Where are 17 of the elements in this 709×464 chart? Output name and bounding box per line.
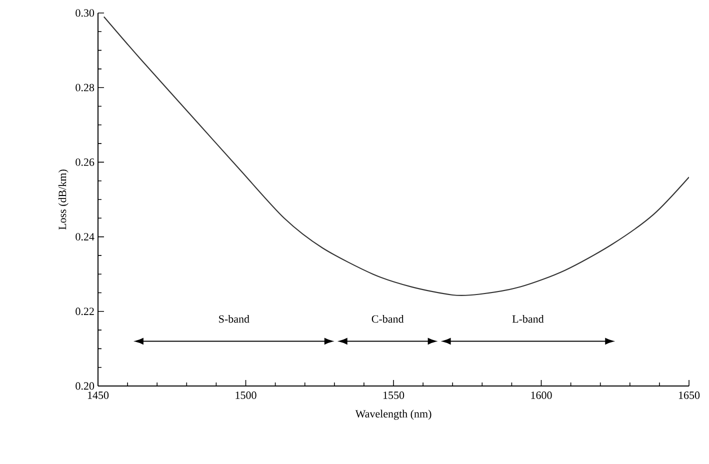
- x-tick-label: 1550: [383, 392, 404, 399]
- x-tick-label: 1450: [88, 392, 109, 399]
- y-tick-label: 0.30: [76, 9, 94, 17]
- y-tick-label: 0.22: [76, 308, 94, 316]
- y-tick-label: 0.20: [76, 382, 94, 390]
- y-tick-label: 0.26: [76, 158, 94, 166]
- x-tick-label: 1500: [236, 392, 256, 399]
- annotation: L-band: [512, 315, 544, 323]
- x-tick-label: 1600: [531, 392, 552, 399]
- x-tick-label: 1650: [678, 392, 700, 399]
- x-axis-title: Wavelength (nm): [355, 410, 432, 420]
- y-axis-title: Loss (dB/km): [58, 170, 68, 230]
- y-tick-label: 0.24: [76, 233, 94, 241]
- annotation: S-band: [219, 315, 250, 323]
- annotation: C-band: [372, 315, 404, 323]
- line-series: [103, 16, 690, 296]
- y-tick-label: 0.28: [76, 84, 94, 92]
